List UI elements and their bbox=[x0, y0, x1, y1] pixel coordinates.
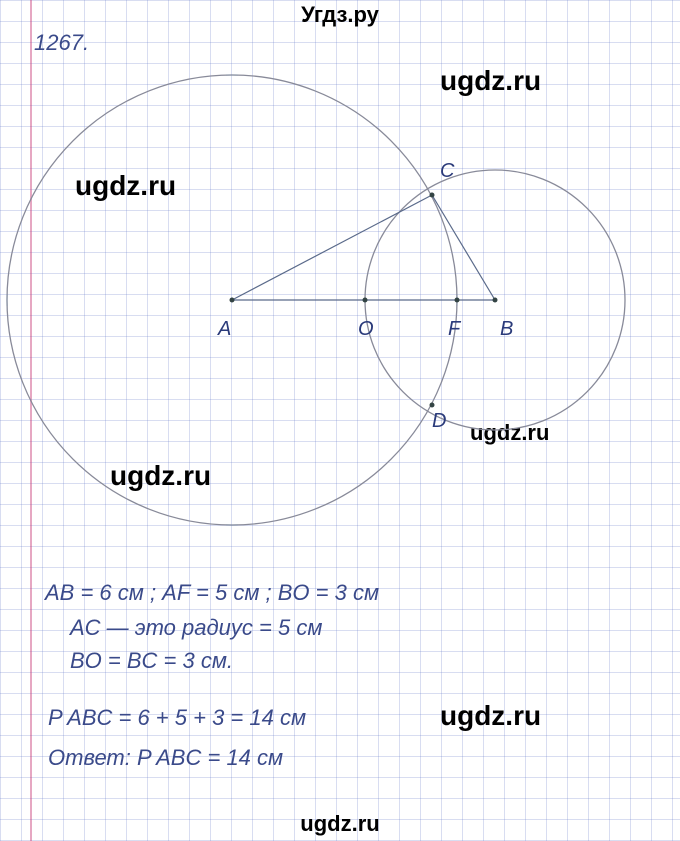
solution-line-5: Ответ: P ABC = 14 см bbox=[48, 745, 283, 771]
label-B: B bbox=[500, 318, 513, 341]
point-B-dot bbox=[493, 298, 498, 303]
label-D: D bbox=[432, 410, 446, 433]
point-F-dot bbox=[455, 298, 460, 303]
footer-watermark: ugdz.ru bbox=[0, 811, 680, 837]
point-O-dot bbox=[363, 298, 368, 303]
label-F: F bbox=[448, 318, 460, 341]
footer-text: ugdz.ru bbox=[300, 811, 379, 836]
label-A: A bbox=[218, 318, 231, 341]
solution-line-1: AB = 6 см ; AF = 5 см ; BO = 3 см bbox=[45, 580, 379, 606]
label-C: C bbox=[440, 160, 454, 183]
solution-line-2: AC — это радиус = 5 см bbox=[70, 615, 322, 641]
point-D-dot bbox=[430, 403, 435, 408]
label-O: O bbox=[358, 318, 374, 341]
point-A-dot bbox=[230, 298, 235, 303]
solution-line-3: BO = BC = 3 см. bbox=[70, 648, 233, 674]
point-C-dot bbox=[430, 193, 435, 198]
solution-line-4: P ABC = 6 + 5 + 3 = 14 см bbox=[48, 705, 306, 731]
